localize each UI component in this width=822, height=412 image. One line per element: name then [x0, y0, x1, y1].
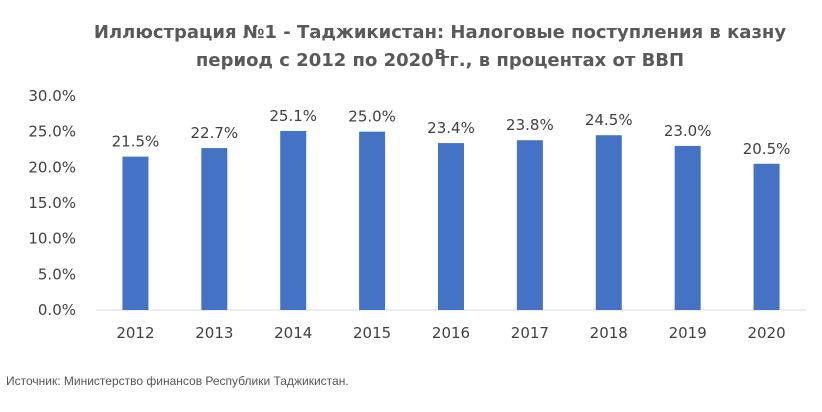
- y-tick-label: 10.0%: [28, 230, 76, 248]
- x-tick-label: 2017: [511, 324, 549, 342]
- bar-chart-plot: 0.0% 5.0% 10.0% 15.0% 20.0% 25.0% 30.0% 21.5% 20…: [28, 87, 806, 342]
- source-note: Источник: Министерство финансов Республи…: [6, 374, 349, 388]
- data-label: 22.7%: [191, 124, 239, 142]
- bar: [674, 145, 701, 310]
- x-tick-label: 2016: [432, 324, 470, 342]
- bar: [201, 148, 228, 310]
- data-label: 25.1%: [269, 107, 317, 125]
- x-tick-label: 2018: [590, 324, 628, 342]
- y-tick-label: 20.0%: [28, 158, 76, 176]
- x-tick-label: 2013: [195, 324, 233, 342]
- x-tick-label: 2019: [669, 324, 707, 342]
- chart-container: Иллюстрация №1 - Таджикистан: Налоговые …: [28, 22, 806, 342]
- bar: [122, 156, 149, 310]
- x-tick-label: 2020: [747, 324, 785, 342]
- data-label: 21.5%: [112, 133, 160, 151]
- bar: [280, 130, 307, 310]
- chart-title-line-2: период с 2012 по 2020 гг., в процентах о…: [195, 50, 685, 71]
- bar: [753, 163, 780, 310]
- bar: [359, 131, 386, 310]
- data-label: 23.0%: [664, 122, 712, 140]
- x-tick-label: 2014: [274, 324, 312, 342]
- data-label: 23.8%: [506, 116, 554, 134]
- bar: [595, 135, 622, 310]
- y-tick-label: 5.0%: [38, 265, 76, 283]
- data-label: 25.0%: [348, 108, 396, 126]
- bar: [516, 140, 543, 310]
- bar: [438, 143, 464, 310]
- data-label: 20.5%: [743, 140, 791, 158]
- y-tick-label: 0.0%: [38, 301, 76, 319]
- y-tick-label: 25.0%: [28, 123, 76, 141]
- data-label: 24.5%: [585, 111, 633, 129]
- data-label: 23.4%: [427, 119, 475, 137]
- y-tick-label: 15.0%: [28, 194, 76, 212]
- x-tick-label: 2012: [116, 324, 154, 342]
- y-tick-label: 30.0%: [28, 87, 76, 105]
- chart-title-line-1: Иллюстрация №1 - Таджикистан: Налоговые …: [93, 22, 787, 64]
- x-tick-label: 2015: [353, 324, 391, 342]
